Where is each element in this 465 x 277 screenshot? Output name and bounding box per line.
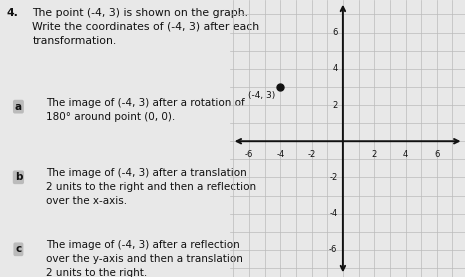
Text: 2: 2: [372, 150, 377, 159]
Text: The image of (-4, 3) after a rotation of
180° around point (0, 0).: The image of (-4, 3) after a rotation of…: [46, 98, 245, 122]
Text: 4: 4: [332, 64, 338, 73]
Text: b: b: [15, 172, 22, 182]
Text: -2: -2: [329, 173, 338, 182]
Text: -4: -4: [276, 150, 285, 159]
Text: The point (-4, 3) is shown on the graph.
Write the coordinates of (-4, 3) after : The point (-4, 3) is shown on the graph.…: [32, 8, 259, 45]
Text: 4: 4: [403, 150, 408, 159]
Text: 6: 6: [434, 150, 439, 159]
Text: 6: 6: [332, 28, 338, 37]
Text: -6: -6: [245, 150, 253, 159]
Text: The image of (-4, 3) after a translation
2 units to the right and then a reflect: The image of (-4, 3) after a translation…: [46, 168, 256, 206]
Text: The image of (-4, 3) after a reflection
over the y-axis and then a translation
2: The image of (-4, 3) after a reflection …: [46, 240, 243, 277]
Text: c: c: [15, 244, 21, 254]
Text: 2: 2: [332, 101, 338, 109]
Text: -6: -6: [329, 245, 338, 254]
Text: (-4, 3): (-4, 3): [248, 91, 276, 101]
Text: -4: -4: [329, 209, 338, 218]
Text: a: a: [15, 102, 22, 112]
Text: -2: -2: [307, 150, 316, 159]
Text: 4.: 4.: [7, 8, 19, 18]
